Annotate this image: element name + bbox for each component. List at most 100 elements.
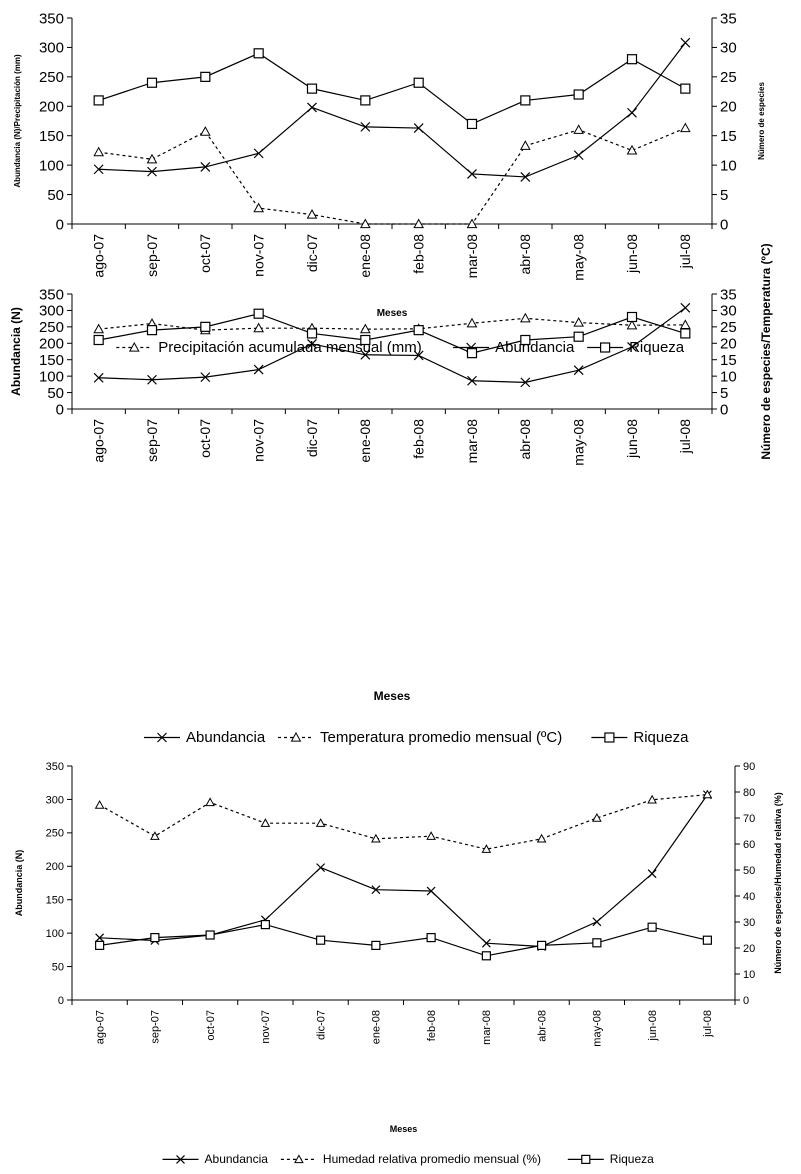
y-tick-label-right: 35 — [720, 286, 737, 303]
data-point — [520, 95, 531, 106]
data-point — [413, 218, 425, 229]
data-point — [359, 323, 371, 334]
data-point — [592, 917, 602, 927]
data-point — [146, 325, 158, 336]
data-point — [573, 365, 584, 376]
x-tick-label: oct-07 — [197, 234, 213, 273]
data-point — [626, 319, 638, 330]
x-tick-label: feb-08 — [426, 1010, 438, 1041]
y-tick-label-right: 0 — [720, 401, 728, 418]
data-point — [307, 339, 317, 349]
data-point — [200, 321, 211, 332]
data-point — [573, 331, 584, 342]
x-tick-label: mar-08 — [464, 419, 480, 464]
series-line — [98, 127, 686, 225]
y-tick-label-left: 150 — [39, 128, 64, 145]
data-point — [307, 102, 317, 113]
legend-marker — [581, 1154, 591, 1165]
y-tick-label-right: 10 — [743, 969, 755, 981]
data-point — [481, 951, 491, 961]
legend: Abundancia Humedad relativa promedio mens… — [162, 1152, 654, 1166]
legend-label: Precipitación acumulada mensual (mm) — [158, 339, 421, 356]
chart-3: 0 50 100 150 200 250 300 350 0 10 20 30 40 50 60 70 80 90… — [14, 761, 783, 1166]
legend-item: Temperatura promedio mensual (ºC) — [278, 729, 562, 746]
data-point — [95, 940, 105, 951]
legend-label: Humedad relativa promedio mensual (%) — [323, 1152, 541, 1166]
y-tick-label-right: 5 — [720, 385, 728, 402]
y-axis-label-left: Abundancia (N)/Precipitación (mm) — [13, 54, 22, 188]
x-tick-label: ago-07 — [91, 419, 107, 463]
y-tick-label-left: 350 — [46, 761, 64, 773]
data-point — [680, 37, 691, 48]
y-tick-label-right: 30 — [743, 917, 755, 929]
y-tick-label-right: 70 — [743, 813, 755, 825]
x-tick-label: abr-08 — [517, 419, 533, 460]
data-point — [95, 933, 105, 943]
series-line — [99, 794, 708, 850]
data-point — [466, 348, 478, 359]
data-point — [627, 341, 637, 352]
series-square — [93, 308, 691, 359]
y-tick-label-right: 50 — [743, 865, 755, 877]
y-tick-label-left: 50 — [47, 385, 64, 402]
y-tick-label-left: 300 — [46, 794, 64, 806]
x-tick-label: may-08 — [592, 1010, 604, 1047]
y-tick-label-right: 90 — [743, 761, 755, 773]
data-point — [647, 869, 657, 879]
data-point — [147, 374, 157, 385]
x-tick-label: mar-08 — [464, 234, 480, 279]
x-tick-label: jul-08 — [702, 1010, 714, 1038]
y-tick-label-left: 250 — [39, 319, 64, 336]
y-tick-label-left: 350 — [39, 286, 64, 303]
data-point — [519, 312, 531, 323]
legend-label: Riqueza — [633, 729, 689, 746]
series-x — [95, 790, 712, 951]
series-line — [98, 52, 686, 125]
data-point — [647, 922, 657, 932]
chart-2: 05010015020025030035005101520253035ago-0… — [9, 243, 773, 746]
x-tick-label: oct-07 — [197, 419, 213, 458]
data-point — [315, 818, 326, 827]
legend-item: Humedad relativa promedio mensual (%) — [280, 1152, 541, 1166]
data-point — [253, 202, 265, 213]
y-tick-label-right: 20 — [743, 943, 755, 955]
x-tick-label: feb-08 — [411, 234, 427, 274]
y-axis-label-right: Número de especies/Humedad relativa (%) — [773, 792, 783, 974]
x-tick-label: abr-08 — [536, 1010, 548, 1042]
y-tick-label-left: 200 — [39, 336, 64, 353]
data-point — [520, 334, 531, 346]
legend-item: Riqueza — [591, 729, 689, 746]
data-point — [306, 83, 318, 94]
x-tick-label: oct-07 — [205, 1010, 217, 1041]
data-point — [537, 940, 547, 951]
legend-item: Abundancia — [144, 729, 266, 746]
data-point — [94, 799, 105, 809]
data-point — [592, 812, 602, 822]
y-tick-label-right: 0 — [743, 995, 749, 1007]
y-tick-label-left: 50 — [47, 187, 64, 204]
data-point — [200, 372, 211, 383]
legend-label: Abundancia — [495, 339, 575, 356]
x-tick-label: nov-07 — [251, 234, 267, 277]
y-tick-label-left: 150 — [39, 352, 64, 369]
data-point — [573, 89, 584, 100]
x-tick-label: nov-07 — [260, 1010, 272, 1044]
x-tick-label: sep-07 — [144, 234, 160, 277]
data-point — [702, 789, 713, 799]
y-tick-label-left: 0 — [56, 216, 64, 233]
x-tick-label: abr-08 — [517, 234, 533, 275]
x-tick-label: jul-08 — [677, 419, 693, 454]
y-tick-label-left: 350 — [39, 10, 64, 27]
y-tick-label-right: 30 — [720, 303, 737, 320]
y-tick-label-left: 250 — [46, 828, 64, 840]
data-point — [573, 124, 585, 134]
x-tick-label: ene-08 — [371, 1010, 383, 1044]
y-tick-label-right: 20 — [720, 99, 737, 116]
series-square — [93, 48, 691, 130]
legend-marker — [294, 1154, 304, 1164]
x-tick-label: mar-08 — [481, 1010, 493, 1045]
legend-marker — [157, 732, 167, 743]
x-tick-label: jun-08 — [647, 1010, 659, 1042]
data-point — [306, 209, 318, 219]
